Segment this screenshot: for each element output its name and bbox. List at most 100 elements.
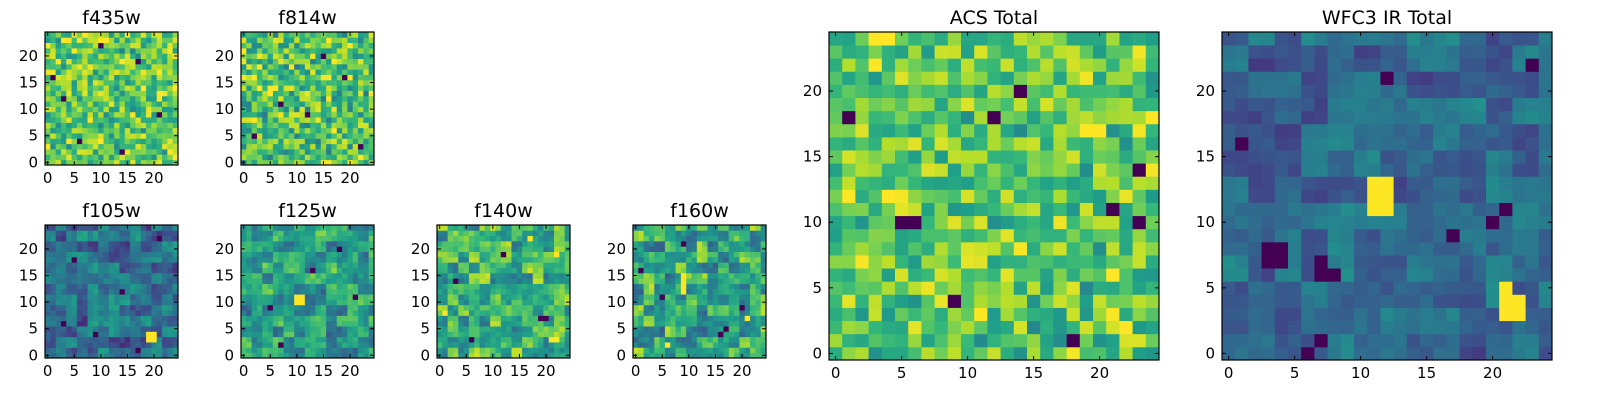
heatmap-cell xyxy=(76,143,83,150)
heatmap-cell xyxy=(527,262,534,268)
heatmap-cell xyxy=(527,336,534,343)
heatmap-cell xyxy=(974,110,988,125)
heatmap-cell xyxy=(490,310,496,316)
heatmap-cell xyxy=(76,95,83,102)
heatmap-cell xyxy=(734,347,740,354)
heatmap-cell xyxy=(1406,176,1421,190)
heatmap-cell xyxy=(156,95,163,102)
heatmap-cell xyxy=(87,42,94,49)
heatmap-cell xyxy=(564,267,571,274)
heatmap-cell xyxy=(288,154,295,161)
heatmap-cell xyxy=(92,106,99,113)
heatmap-cell xyxy=(1066,110,1081,125)
heatmap-cell xyxy=(342,272,348,279)
heatmap-cell xyxy=(1248,307,1262,322)
heatmap-cell xyxy=(696,288,703,295)
heatmap-cell xyxy=(739,331,746,338)
heatmap-cell xyxy=(246,122,253,129)
heatmap-cell xyxy=(124,53,131,59)
heatmap-cell xyxy=(744,283,751,290)
heatmap-cell xyxy=(267,95,274,102)
heatmap-cell xyxy=(124,95,131,102)
heatmap-cell xyxy=(336,246,343,252)
heatmap-cell xyxy=(71,315,78,322)
heatmap-cell xyxy=(352,262,359,268)
heatmap-cell xyxy=(272,304,279,311)
heatmap-cell xyxy=(146,95,152,102)
heatmap-cell xyxy=(92,352,99,359)
heatmap-cell xyxy=(294,122,300,129)
heatmap-cell xyxy=(648,272,655,279)
heatmap-cell xyxy=(543,288,550,295)
heatmap-cell xyxy=(119,143,126,150)
heatmap-cell xyxy=(283,127,290,134)
heatmap-cell xyxy=(262,47,268,54)
heatmap-cell xyxy=(146,272,152,279)
heatmap-cell xyxy=(987,84,1001,98)
heatmap-cell xyxy=(246,283,253,290)
heatmap-cell xyxy=(108,246,115,252)
heatmap-cell xyxy=(241,74,247,81)
heatmap-cell xyxy=(750,331,756,338)
heatmap-cell xyxy=(251,326,258,332)
heatmap-cell xyxy=(490,272,496,279)
heatmap-cell xyxy=(251,95,258,102)
heatmap-cell xyxy=(55,278,62,284)
heatmap-cell xyxy=(363,143,370,150)
heatmap-cell xyxy=(1145,228,1160,243)
heatmap-cell xyxy=(267,304,274,311)
heatmap-cell xyxy=(696,256,703,263)
heatmap-cell xyxy=(1132,189,1147,203)
heatmap-cell xyxy=(479,347,486,354)
heatmap-cell xyxy=(458,299,464,306)
heatmap-cell xyxy=(146,267,152,274)
heatmap-cell xyxy=(696,235,703,242)
heatmap-cell xyxy=(500,331,507,338)
heatmap-cell xyxy=(1040,45,1054,59)
heatmap-cell xyxy=(278,74,284,81)
heatmap-cell xyxy=(146,53,152,59)
heatmap-cell xyxy=(559,267,566,274)
heatmap-cell xyxy=(1459,346,1474,361)
heatmap-cell xyxy=(267,326,274,332)
heatmap-cell xyxy=(156,138,163,145)
heatmap-cell xyxy=(1525,241,1540,256)
heatmap-cell xyxy=(490,283,496,290)
heatmap-cell xyxy=(114,149,120,155)
heatmap-cell xyxy=(108,267,115,274)
heatmap-cell xyxy=(707,240,714,247)
heatmap-cell xyxy=(659,310,666,316)
heatmap-cell xyxy=(686,331,692,338)
heatmap-cell xyxy=(272,320,279,327)
heatmap-cell xyxy=(484,235,491,242)
heatmap-cell xyxy=(156,143,163,150)
heatmap-cell xyxy=(368,267,375,274)
heatmap-cell xyxy=(315,58,322,65)
heatmap-cell xyxy=(342,138,348,145)
heatmap-cell xyxy=(691,299,698,306)
heatmap-cell xyxy=(1145,281,1160,295)
heatmap-cell xyxy=(331,262,338,268)
heatmap-cell xyxy=(92,272,99,279)
panel-title: WFC3 IR Total xyxy=(1322,7,1452,29)
heatmap-cell xyxy=(1079,163,1094,177)
heatmap-cell xyxy=(342,95,348,102)
heatmap-cell xyxy=(45,278,51,284)
heatmap-cell xyxy=(474,336,480,343)
heatmap-cell xyxy=(267,122,274,129)
heatmap-cell xyxy=(437,278,443,284)
heatmap-cell xyxy=(974,189,988,203)
heatmap-cell xyxy=(548,225,555,231)
heatmap-cell xyxy=(55,69,62,75)
heatmap-cell xyxy=(71,262,78,268)
heatmap-cell xyxy=(1314,307,1328,322)
heatmap-cell xyxy=(124,149,131,155)
heatmap-cell xyxy=(256,79,263,86)
heatmap-cell xyxy=(294,283,300,290)
heatmap-cell xyxy=(468,230,475,237)
heatmap-cell xyxy=(1053,97,1067,112)
heatmap-cell xyxy=(522,272,528,279)
heatmap-cell xyxy=(638,272,645,279)
heatmap-cell xyxy=(140,69,147,75)
heatmap-cell xyxy=(347,347,354,354)
